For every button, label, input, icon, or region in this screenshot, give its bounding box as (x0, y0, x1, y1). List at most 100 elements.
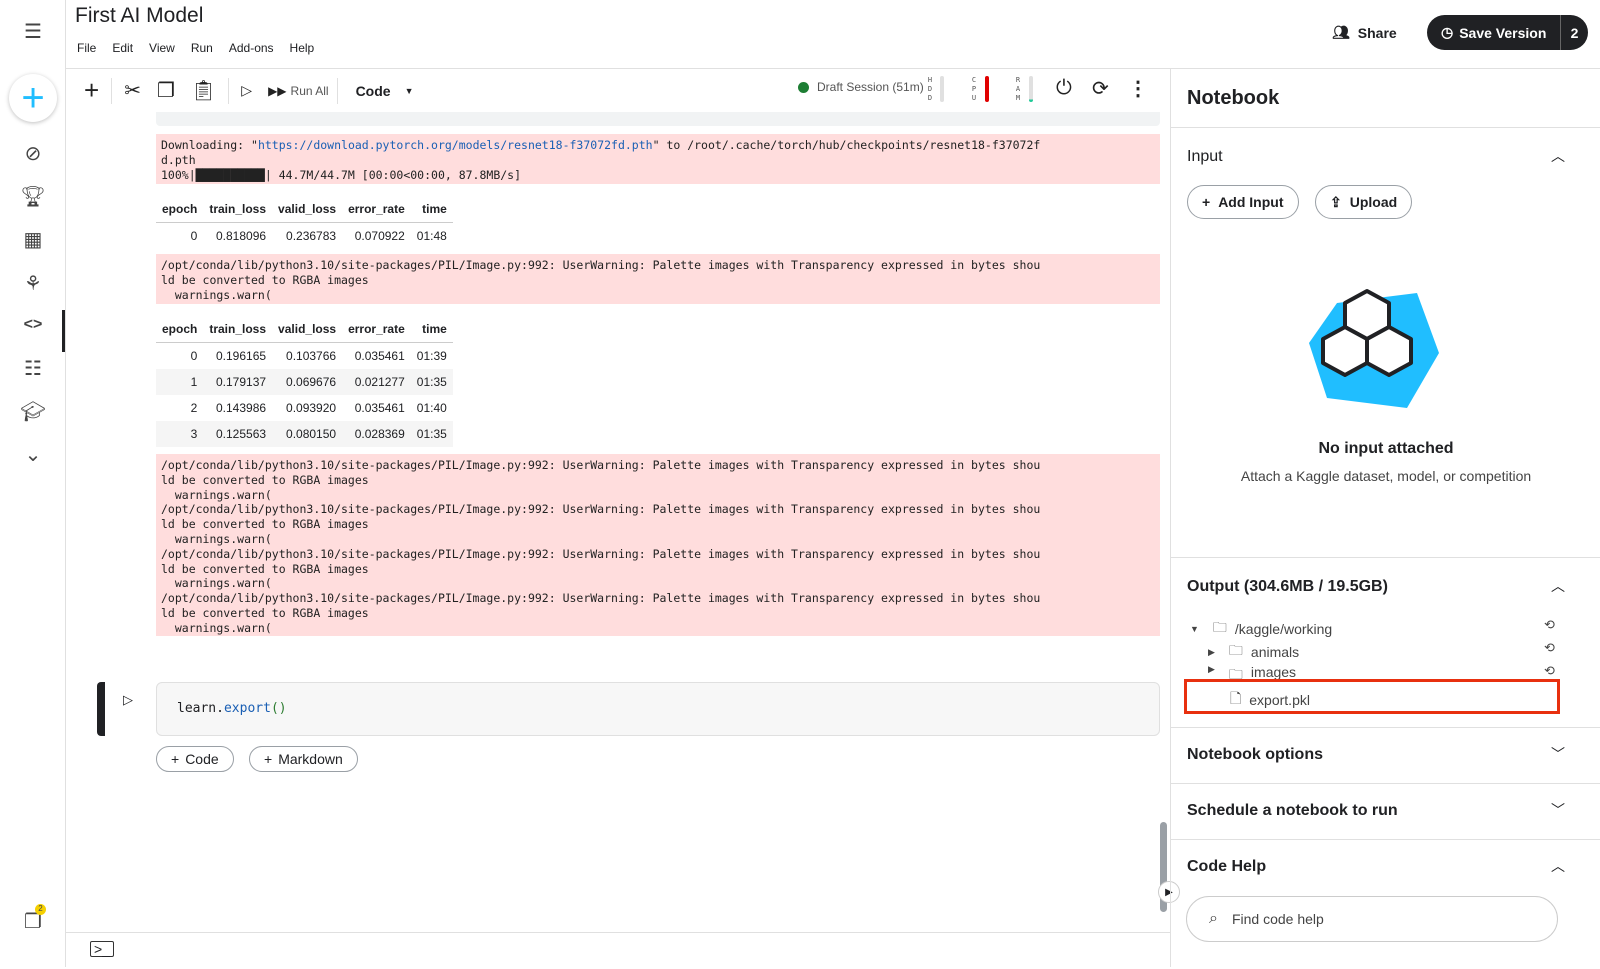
sync-icon[interactable]: ⟲ (1544, 663, 1555, 678)
left-sidebar: ☰ + ⊘ 🏆︎ ▦ ⚘ <> ☷ 🎓︎ ⌄ ❐ 2 (0, 0, 66, 967)
session-status[interactable]: Draft Session (51m) (798, 80, 924, 94)
run-all-button[interactable]: Run All (290, 83, 329, 98)
column-header: epoch (156, 316, 204, 343)
notebook-options-section[interactable]: Notebook options ﹀ (1171, 727, 1600, 783)
active-indicator (62, 310, 65, 352)
table-cell: 0.080150 (272, 421, 343, 447)
table-header: epoch train_loss valid_loss error_rate time (156, 316, 453, 343)
code-icon[interactable]: <> (23, 316, 43, 333)
people-icon: 👥︎ (1332, 24, 1350, 40)
menu-edit[interactable]: Edit (112, 41, 134, 55)
menu-addons[interactable]: Add-ons (228, 41, 274, 55)
table-row: 1 0.179137 0.069676 0.021277 01:35 (156, 369, 453, 395)
table-cell: 01:35 (410, 421, 453, 447)
add-input-button[interactable]: + Add Input (1187, 185, 1299, 219)
console-icon[interactable]: >_ (90, 941, 114, 957)
code-cell[interactable]: learn.export() (156, 682, 1160, 736)
ram-meter (1029, 76, 1033, 102)
training-table-2: epoch train_loss valid_loss error_rate time 0… (156, 316, 453, 447)
expand-panel-icon[interactable]: ▶ (1158, 881, 1180, 903)
paste-icon[interactable]: 📋︎ (190, 80, 217, 102)
download-link[interactable]: https://download.pytorch.org/models/resn… (257, 138, 653, 152)
schedule-section[interactable]: Schedule a notebook to run ﹀ (1171, 783, 1600, 839)
table-cell: 0.035461 (354, 401, 405, 415)
table-cell: 0.179137 (203, 369, 273, 395)
cell-type-select[interactable]: Code (355, 82, 391, 99)
menu-view[interactable]: View (149, 41, 175, 55)
table-cell: 0.035461 (354, 349, 405, 363)
folder-icon: 🗀 (1228, 642, 1243, 658)
table-cell: 01:39 (416, 349, 447, 363)
table-row: 2 0.143986 0.093920 0.035461 01:40 (156, 395, 453, 421)
save-version-button[interactable]: ◷ Save Version 2 (1427, 15, 1588, 50)
add-code-button[interactable]: + Code (156, 746, 234, 772)
column-header: error_rate (342, 196, 411, 223)
power-icon[interactable]: ⏻ (1056, 76, 1072, 99)
chevron-down-icon[interactable]: ﹀ (1551, 802, 1565, 818)
models-icon[interactable]: ⚘ (24, 272, 42, 295)
chevron-up-icon[interactable]: ︿ (1551, 858, 1565, 874)
tree-item-kaggle-working[interactable]: ▼ 🗀/kaggle/working (1190, 617, 1332, 641)
warning-output-1: /opt/conda/lib/python3.10/site-packages/… (156, 254, 1160, 304)
notifications-icon[interactable]: ❐ 2 (20, 904, 46, 934)
upload-button[interactable]: ⇪ Upload (1315, 185, 1413, 219)
download-output: Downloading: "https://download.pytorch.o… (156, 134, 1160, 184)
menu-run[interactable]: Run (190, 41, 213, 55)
menu-help[interactable]: Help (289, 41, 315, 55)
cut-icon[interactable]: ✂ (124, 80, 141, 102)
sync-icon[interactable]: ⟲ (1544, 640, 1555, 655)
folder-icon: 🗀 (1228, 666, 1243, 679)
run-cell-icon[interactable]: ▷ (123, 692, 133, 707)
table-cell: 0 (190, 229, 198, 243)
menu-icon[interactable]: ☰ (24, 20, 42, 43)
more-options-icon[interactable]: ⋮ (1128, 77, 1148, 100)
tree-item-export-pkl[interactable]: 🗋 export.pkl (1230, 688, 1310, 712)
version-count[interactable]: 2 (1570, 24, 1579, 41)
discussion-icon[interactable]: ☷ (24, 357, 42, 380)
share-button[interactable]: 👥︎ Share (1332, 24, 1397, 41)
chevron-up-icon[interactable]: ︿ (1551, 148, 1565, 164)
add-markdown-button[interactable]: + Markdown (249, 746, 358, 772)
run-all-icon[interactable]: ▶▶ (268, 83, 287, 98)
previous-cell (156, 112, 1160, 126)
search-icon: ⌕ (1209, 910, 1218, 927)
column-header: epoch (156, 196, 204, 223)
sync-icon[interactable]: ⟲ (1544, 617, 1555, 632)
compass-icon[interactable]: ⊘ (24, 142, 42, 165)
training-table-1: epoch train_loss valid_loss error_rate time 0… (156, 196, 453, 249)
chevron-down-icon[interactable]: ▼ (404, 85, 414, 96)
add-cell-icon[interactable]: + (84, 75, 100, 105)
upload-icon: ⇪ (1330, 193, 1342, 210)
table-cell: 0.125563 (203, 421, 273, 447)
table-cell: 0.236783 (286, 229, 337, 243)
code-help-search[interactable]: ⌕ Find code help (1186, 896, 1558, 942)
tree-item-images[interactable]: ▶ 🗀 images (1208, 664, 1296, 679)
table-icon[interactable]: ▦ (23, 228, 43, 251)
chevron-up-icon[interactable]: ︿ (1551, 578, 1565, 594)
highlight-box (1184, 679, 1560, 714)
table-cell: 0.069676 (272, 369, 343, 395)
restart-icon[interactable]: ⟳ (1092, 77, 1109, 100)
search-input[interactable]: Find code help (1231, 911, 1324, 927)
input-section: Input ︿ (1171, 127, 1600, 557)
column-header: error_rate (342, 316, 411, 343)
right-panel: Notebook Input ︿ + Add Input ⇪ Upload No i… (1170, 68, 1600, 967)
more-icon[interactable]: ⌄ (24, 443, 42, 466)
trophy-icon[interactable]: 🏆︎ (20, 185, 46, 208)
menu-file[interactable]: File (77, 41, 97, 55)
scrollbar[interactable] (1160, 822, 1167, 912)
run-cell-icon[interactable]: ▷ (241, 82, 253, 98)
panel-title: Notebook (1187, 87, 1280, 109)
notebook-title[interactable]: First AI Model (75, 4, 204, 27)
active-cell-indicator (97, 682, 105, 736)
column-header: valid_loss (272, 196, 343, 223)
table-cell: 2 (190, 401, 198, 415)
tree-item-animals[interactable]: ▶ 🗀 animals (1208, 640, 1299, 664)
learn-icon[interactable]: 🎓︎ (20, 400, 46, 423)
chevron-down-icon[interactable]: ﹀ (1551, 746, 1565, 762)
copy-icon[interactable]: ❐ (156, 80, 175, 102)
create-button[interactable]: + (9, 74, 57, 122)
notebook-content: Downloading: "https://download.pytorch.o… (66, 112, 1170, 932)
table-cell: 0.103766 (286, 349, 337, 363)
table-cell: 1 (156, 369, 204, 395)
